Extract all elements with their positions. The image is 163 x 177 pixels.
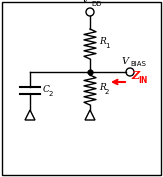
Text: Z: Z bbox=[131, 70, 139, 81]
Text: V: V bbox=[82, 0, 89, 5]
Text: V: V bbox=[121, 57, 128, 66]
Text: C: C bbox=[43, 85, 50, 94]
Text: 2: 2 bbox=[105, 89, 109, 95]
Text: BIAS: BIAS bbox=[130, 61, 146, 67]
Text: 2: 2 bbox=[49, 90, 53, 96]
Text: R: R bbox=[99, 84, 106, 93]
Text: DD: DD bbox=[91, 1, 102, 7]
Text: R: R bbox=[99, 38, 106, 47]
Text: IN: IN bbox=[138, 76, 147, 85]
Text: 1: 1 bbox=[105, 43, 110, 49]
